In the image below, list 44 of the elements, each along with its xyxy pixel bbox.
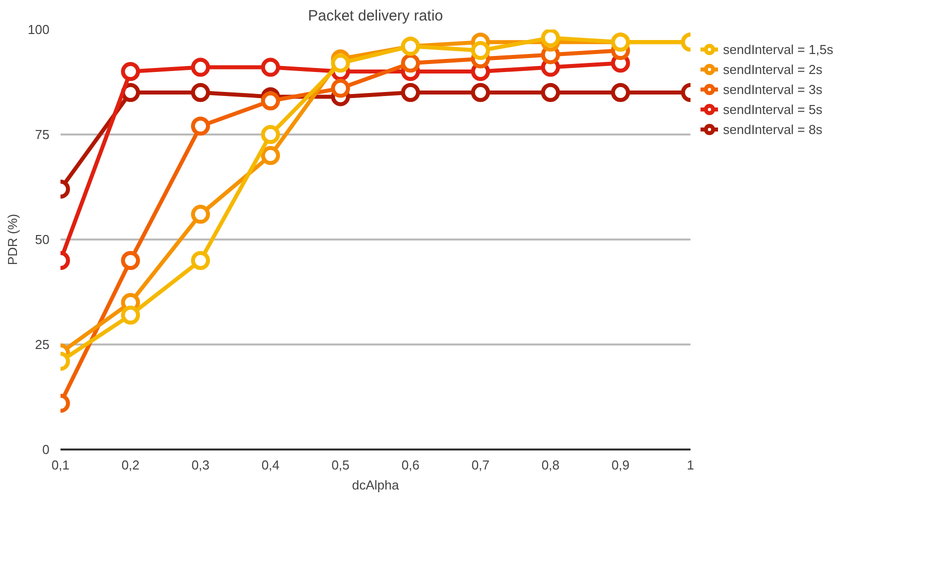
y-tick-label: 100 [28,22,50,37]
point [191,116,210,136]
point [401,83,420,102]
point [401,54,420,73]
x-tick-label: 0,4 [261,458,280,472]
point [261,146,280,165]
point [191,251,210,270]
legend-label: sendInterval = 2s [723,62,822,76]
point [121,62,140,81]
x-tick-label: 0,9 [611,458,630,472]
x-tick-label: 1 [686,458,694,472]
point [541,30,560,48]
y-tick-label: 50 [35,232,50,247]
legend-label: sendInterval = 8s [723,122,822,136]
point [331,54,350,73]
chart-title: Packet delivery ratio [308,8,444,24]
point [191,58,210,77]
x-tick-label: 0,7 [471,458,490,472]
y-tick-label: 75 [35,127,50,142]
point [261,58,280,77]
y-tick-label: 0 [42,442,50,457]
point [191,83,210,102]
point [191,204,210,224]
legend-label: sendInterval = 5s [723,102,822,116]
point [121,251,140,270]
point [261,91,280,110]
x-axis-title: dcAlpha [352,478,400,492]
x-tick-label: 0,8 [541,458,560,472]
legend-label: sendInterval = 1,5s [723,42,834,56]
x-tick-label: 0,5 [331,458,350,472]
point [121,306,140,325]
point [261,125,280,144]
point [541,83,560,102]
x-tick-label: 0,2 [121,458,140,472]
point [471,83,490,102]
x-tick-label: 0,1 [51,458,70,472]
point [331,78,350,98]
y-tick-label: 25 [35,337,50,352]
point [611,83,630,102]
x-tick-label: 0,6 [401,458,420,472]
x-tick-label: 0,3 [191,458,210,472]
y-axis-title: PDR (%) [4,214,20,266]
point [471,41,490,60]
legend-label: sendInterval = 3s [723,82,822,96]
